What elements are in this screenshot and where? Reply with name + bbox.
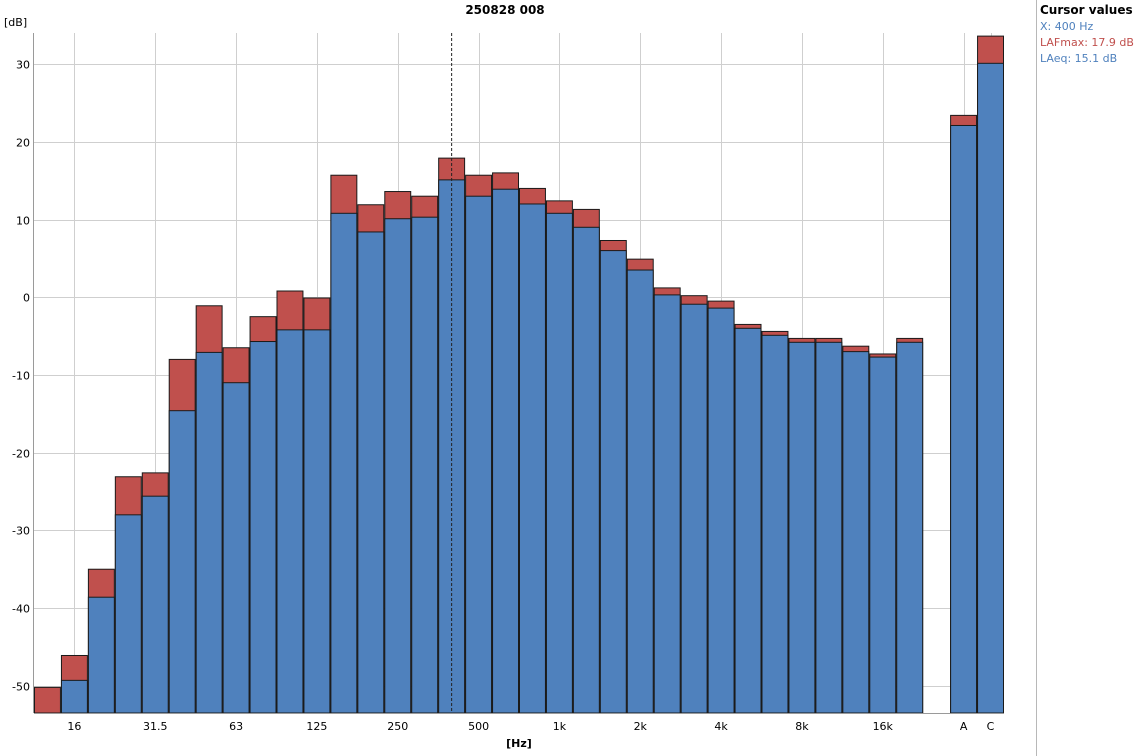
bar-laeq-315 [411,216,439,714]
bars-group [34,35,1004,714]
cursor-values-panel: Cursor values X: 400 Hz LAFmax: 17.9 dB … [1036,0,1139,756]
x-tick-label: 500 [468,720,489,733]
bar-laeq-40 [168,410,196,714]
bar-laeq-C [977,62,1004,714]
bar-laeq-20 [87,596,115,714]
cursor-x-text: X: 400 Hz [1040,20,1094,33]
spectrum-chart[interactable]: -50 -40 -30 -20 -10 0 10 20 30 16 31.5 63 125 250 500 1… [0,0,1036,756]
bar-laeq-2.5k [653,294,681,714]
bar-laeq-10k [815,341,843,714]
bar-laeq-2k [626,269,654,714]
y-tick-label: -50 [12,681,30,694]
bar-laeq-800 [519,203,546,714]
bar-laeq-31.5 [141,495,169,714]
cursor-laeq-text: LAeq: 15.1 dB [1040,52,1118,65]
y-tick-label: 10 [16,215,30,228]
x-tick-label: 1k [553,720,567,733]
x-tick-label: 2k [634,720,648,733]
cursor-lafmax-value: LAFmax: 17.9 dB [1040,35,1139,51]
chart-title: 250828 008 [465,3,544,17]
bar-laeq-125 [303,329,331,714]
bar-laeq-50 [195,351,223,714]
y-tick-label: -40 [12,603,30,616]
bar-laeq-160 [330,212,358,714]
x-tick-label: 63 [229,720,243,733]
bar-laeq-20k [896,341,924,714]
cursor-lafmax-text: LAFmax: 17.9 dB [1040,36,1134,49]
x-tick-label: 8k [795,720,809,733]
x-tick-label: 31.5 [143,720,168,733]
x-tick-label: 16 [67,720,81,733]
bar-laeq-1k [545,212,573,714]
y-tick-label: 0 [23,292,30,305]
y-tick-label: -30 [12,525,30,538]
bar-laeq-5k [734,327,762,714]
y-tick-label: -20 [12,448,30,461]
bar-laeq-1.6k [599,250,627,714]
y-tick-label: 20 [16,137,30,150]
bar-laeq-8k [788,341,816,714]
bar-laeq-250 [384,218,412,714]
x-tick-label: 16k [873,720,894,733]
bar-laeq-500 [465,195,493,714]
bar-laeq-100 [276,329,304,714]
x-tick-label: 4k [714,720,728,733]
cursor-values-title: Cursor values [1040,3,1133,17]
bar-laeq-16k [869,356,897,714]
x-tick-label: A [960,720,968,733]
bar-laeq-630 [492,188,519,714]
bar-laeq-63 [222,382,250,714]
axes-group: -50 -40 -30 -20 -10 0 10 20 30 16 31.5 63 125 250 500 1… [12,33,1004,733]
bar-laeq-4k [707,307,735,714]
bar-lafmax-12.5 [34,686,61,714]
bar-laeq-1.25k [572,226,600,714]
y-axis-label: [dB] [4,16,27,29]
bar-laeq-3.15k [680,303,708,714]
bar-laeq-25 [114,514,142,714]
x-tick-label: 250 [387,720,408,733]
x-tick-label: 125 [306,720,327,733]
cursor-x-value: X: 400 Hz [1040,19,1139,35]
cursor-laeq-value: LAeq: 15.1 dB [1040,51,1139,67]
y-tick-label: -10 [12,370,30,383]
y-tick-label: 30 [16,59,30,72]
bar-laeq-6.3k [761,334,789,714]
bar-laeq-16 [60,679,88,714]
x-axis-label: [Hz] [506,737,532,750]
bar-laeq-A [950,124,978,714]
bar-laeq-12.5k [842,351,870,714]
bar-laeq-200 [357,231,385,714]
bar-laeq-80 [249,341,277,714]
x-tick-label: C [987,720,995,733]
